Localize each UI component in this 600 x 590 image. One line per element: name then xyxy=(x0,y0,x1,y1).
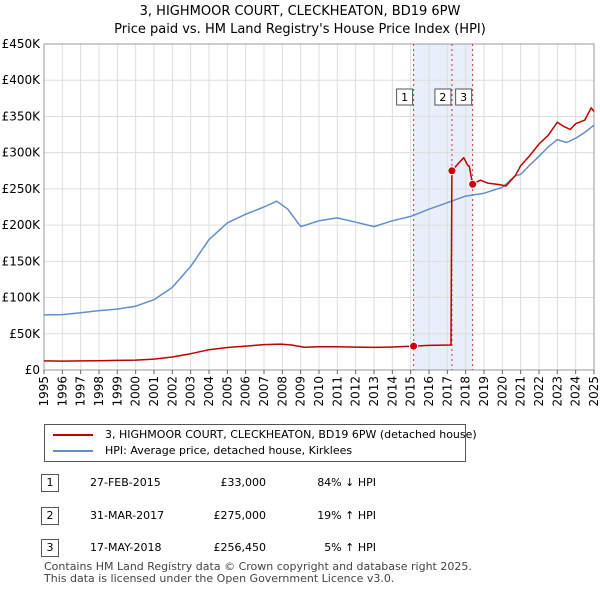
legend: 3, HIGHMOOR COURT, CLECKHEATON, BD19 6PW… xyxy=(44,424,477,462)
x-tick-label: 2021 xyxy=(514,376,528,407)
legend-swatch-property xyxy=(53,434,93,436)
marker-label-box xyxy=(396,88,414,106)
sale-number-badge: 3 xyxy=(41,539,59,557)
x-tick-label: 2000 xyxy=(129,376,143,407)
sale-price: £33,000 xyxy=(220,476,267,489)
y-tick-label: £0 xyxy=(25,363,40,377)
x-tick-label: 2010 xyxy=(312,376,326,407)
x-tick-label: 2019 xyxy=(477,376,491,407)
chart-subtitle: Price paid vs. HM Land Registry's House … xyxy=(114,22,486,37)
x-tick-label: 2016 xyxy=(422,376,436,407)
y-tick-label: £250K xyxy=(2,182,42,196)
marker-label-box xyxy=(455,88,473,106)
sale-hpi-diff: 84% ↓ HPI xyxy=(317,476,376,489)
sale-point xyxy=(468,179,478,189)
y-tick-label: £300K xyxy=(2,146,42,160)
sale-point xyxy=(447,166,457,176)
series-line-property xyxy=(43,107,595,362)
x-tick-label: 2022 xyxy=(532,376,546,407)
x-tick-label: 1996 xyxy=(55,376,69,407)
x-tick-label: 2003 xyxy=(184,376,198,407)
x-tick-label: 2017 xyxy=(440,376,454,407)
x-tick-label: 2020 xyxy=(495,376,509,407)
x-tick-label: 2024 xyxy=(569,376,583,407)
sale-row-1: 1 27-FEB-2015 £33,000 84% ↓ HPI xyxy=(0,473,600,493)
y-tick-label: £450K xyxy=(2,37,42,51)
y-tick-label: £150K xyxy=(2,254,42,268)
sale-price: £256,450 xyxy=(213,541,267,554)
legend-label-property: 3, HIGHMOOR COURT, CLECKHEATON, BD19 6PW… xyxy=(105,428,477,441)
x-tick-label: 2012 xyxy=(349,376,363,407)
sale-point xyxy=(409,341,419,351)
sale-hpi-diff: 5% ↑ HPI xyxy=(324,541,376,554)
x-tick-label: 2008 xyxy=(275,376,289,407)
sale-number-badge: 1 xyxy=(41,474,59,492)
sale-row-3: 3 17-MAY-2018 £256,450 5% ↑ HPI xyxy=(0,538,600,558)
y-tick-label: £350K xyxy=(2,109,42,123)
x-tick-label: 2002 xyxy=(165,376,179,407)
y-tick-label: £400K xyxy=(2,73,42,87)
x-tick-label: 2013 xyxy=(367,376,381,407)
x-tick-label: 2025 xyxy=(587,376,600,407)
x-tick-label: 2009 xyxy=(294,376,308,407)
footer-copyright: Contains HM Land Registry data © Crown c… xyxy=(44,560,472,573)
sale-date: 31-MAR-2017 xyxy=(90,509,165,522)
x-tick-label: 2006 xyxy=(239,376,253,407)
x-tick-label: 1997 xyxy=(74,376,88,407)
x-tick-label: 2018 xyxy=(459,376,473,407)
legend-entry-property: 3, HIGHMOOR COURT, CLECKHEATON, BD19 6PW… xyxy=(53,427,477,443)
x-tick-label: 2023 xyxy=(550,376,564,407)
sale-date: 27-FEB-2015 xyxy=(90,476,161,489)
y-tick-label: £50K xyxy=(9,327,41,341)
marker-label-box xyxy=(434,88,452,106)
price-chart: £0 £50K £100K £150K £200K £250K £300K £350K £400… xyxy=(2,37,600,407)
x-tick-label: 1998 xyxy=(92,376,106,407)
footer-licence: This data is licensed under the Open Gov… xyxy=(44,572,395,585)
series-line-hpi xyxy=(43,124,595,316)
x-tick-label: 1999 xyxy=(110,376,124,407)
legend-swatch-hpi xyxy=(53,450,93,452)
x-tick-label: 2007 xyxy=(257,376,271,407)
sale-number-badge: 2 xyxy=(41,507,59,525)
chart-title-block: 3, HIGHMOOR COURT, CLECKHEATON, BD19 6PW… xyxy=(0,3,600,39)
marker-label: 3 xyxy=(460,91,467,104)
y-tick-label: £200K xyxy=(2,218,42,232)
sale-date: 17-MAY-2018 xyxy=(90,541,162,554)
legend-label-hpi: HPI: Average price, detached house, Kirk… xyxy=(105,444,353,457)
x-tick-label: 2004 xyxy=(202,376,216,407)
x-tick-label: 2014 xyxy=(385,376,399,407)
marker-label: 1 xyxy=(401,91,408,104)
chart-title: 3, HIGHMOOR COURT, CLECKHEATON, BD19 6PW xyxy=(139,4,461,19)
marker-label: 2 xyxy=(439,91,446,104)
sale-row-2: 2 31-MAR-2017 £275,000 19% ↑ HPI xyxy=(0,506,600,526)
x-tick-label: 1995 xyxy=(37,376,51,407)
x-tick-label: 2001 xyxy=(147,376,161,407)
sale-price: £275,000 xyxy=(213,509,267,522)
x-tick-label: 2005 xyxy=(220,376,234,407)
x-tick-label: 2011 xyxy=(330,376,344,407)
footer: Contains HM Land Registry data © Crown c… xyxy=(44,561,564,585)
y-tick-label: £100K xyxy=(2,291,42,305)
x-tick-label: 2015 xyxy=(404,376,418,407)
legend-entry-hpi: HPI: Average price, detached house, Kirk… xyxy=(53,443,352,459)
sale-hpi-diff: 19% ↑ HPI xyxy=(317,509,376,522)
